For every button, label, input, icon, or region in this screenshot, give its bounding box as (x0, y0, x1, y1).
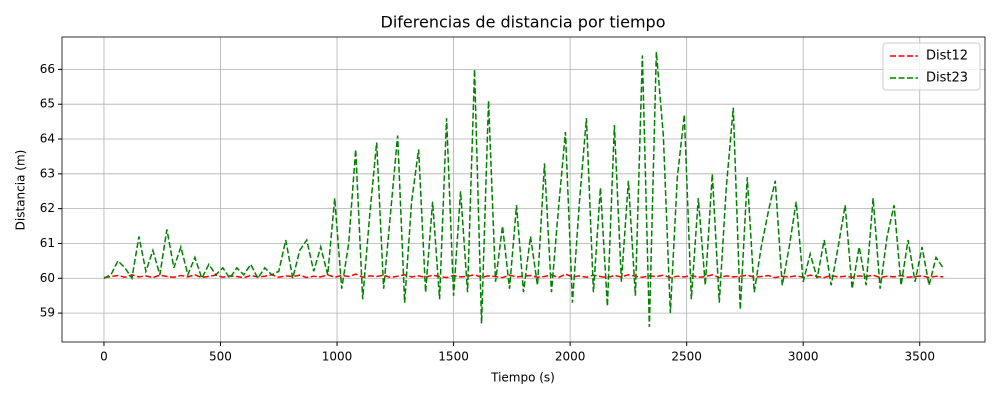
x-tick-label: 3000 (788, 350, 819, 364)
y-tick-label: 62 (40, 201, 55, 215)
y-axis-label: Distancia (m) (14, 150, 28, 231)
legend-label: Dist23 (926, 71, 968, 86)
x-tick-label: 1000 (322, 350, 353, 364)
y-tick-label: 65 (40, 97, 55, 111)
legend-label: Dist12 (926, 49, 968, 64)
chart-title: Diferencias de distancia por tiempo (381, 13, 666, 32)
data-line (103, 51, 944, 328)
y-tick-label: 66 (40, 62, 55, 76)
y-tick-label: 61 (40, 236, 55, 250)
x-tick-label: 1500 (438, 350, 469, 364)
x-tick-label: 3500 (904, 350, 935, 364)
y-tick-label: 60 (40, 271, 55, 285)
x-tick-label: 2500 (671, 350, 702, 364)
plot-frame (61, 36, 986, 343)
y-tick-label: 59 (40, 306, 55, 320)
x-axis-label: Tiempo (s) (490, 371, 555, 385)
x-tick-label: 2000 (555, 350, 586, 364)
y-tick-label: 64 (40, 132, 55, 146)
x-tick-label: 500 (209, 350, 232, 364)
x-tick-label: 0 (100, 350, 108, 364)
y-tick-label: 63 (40, 166, 55, 180)
